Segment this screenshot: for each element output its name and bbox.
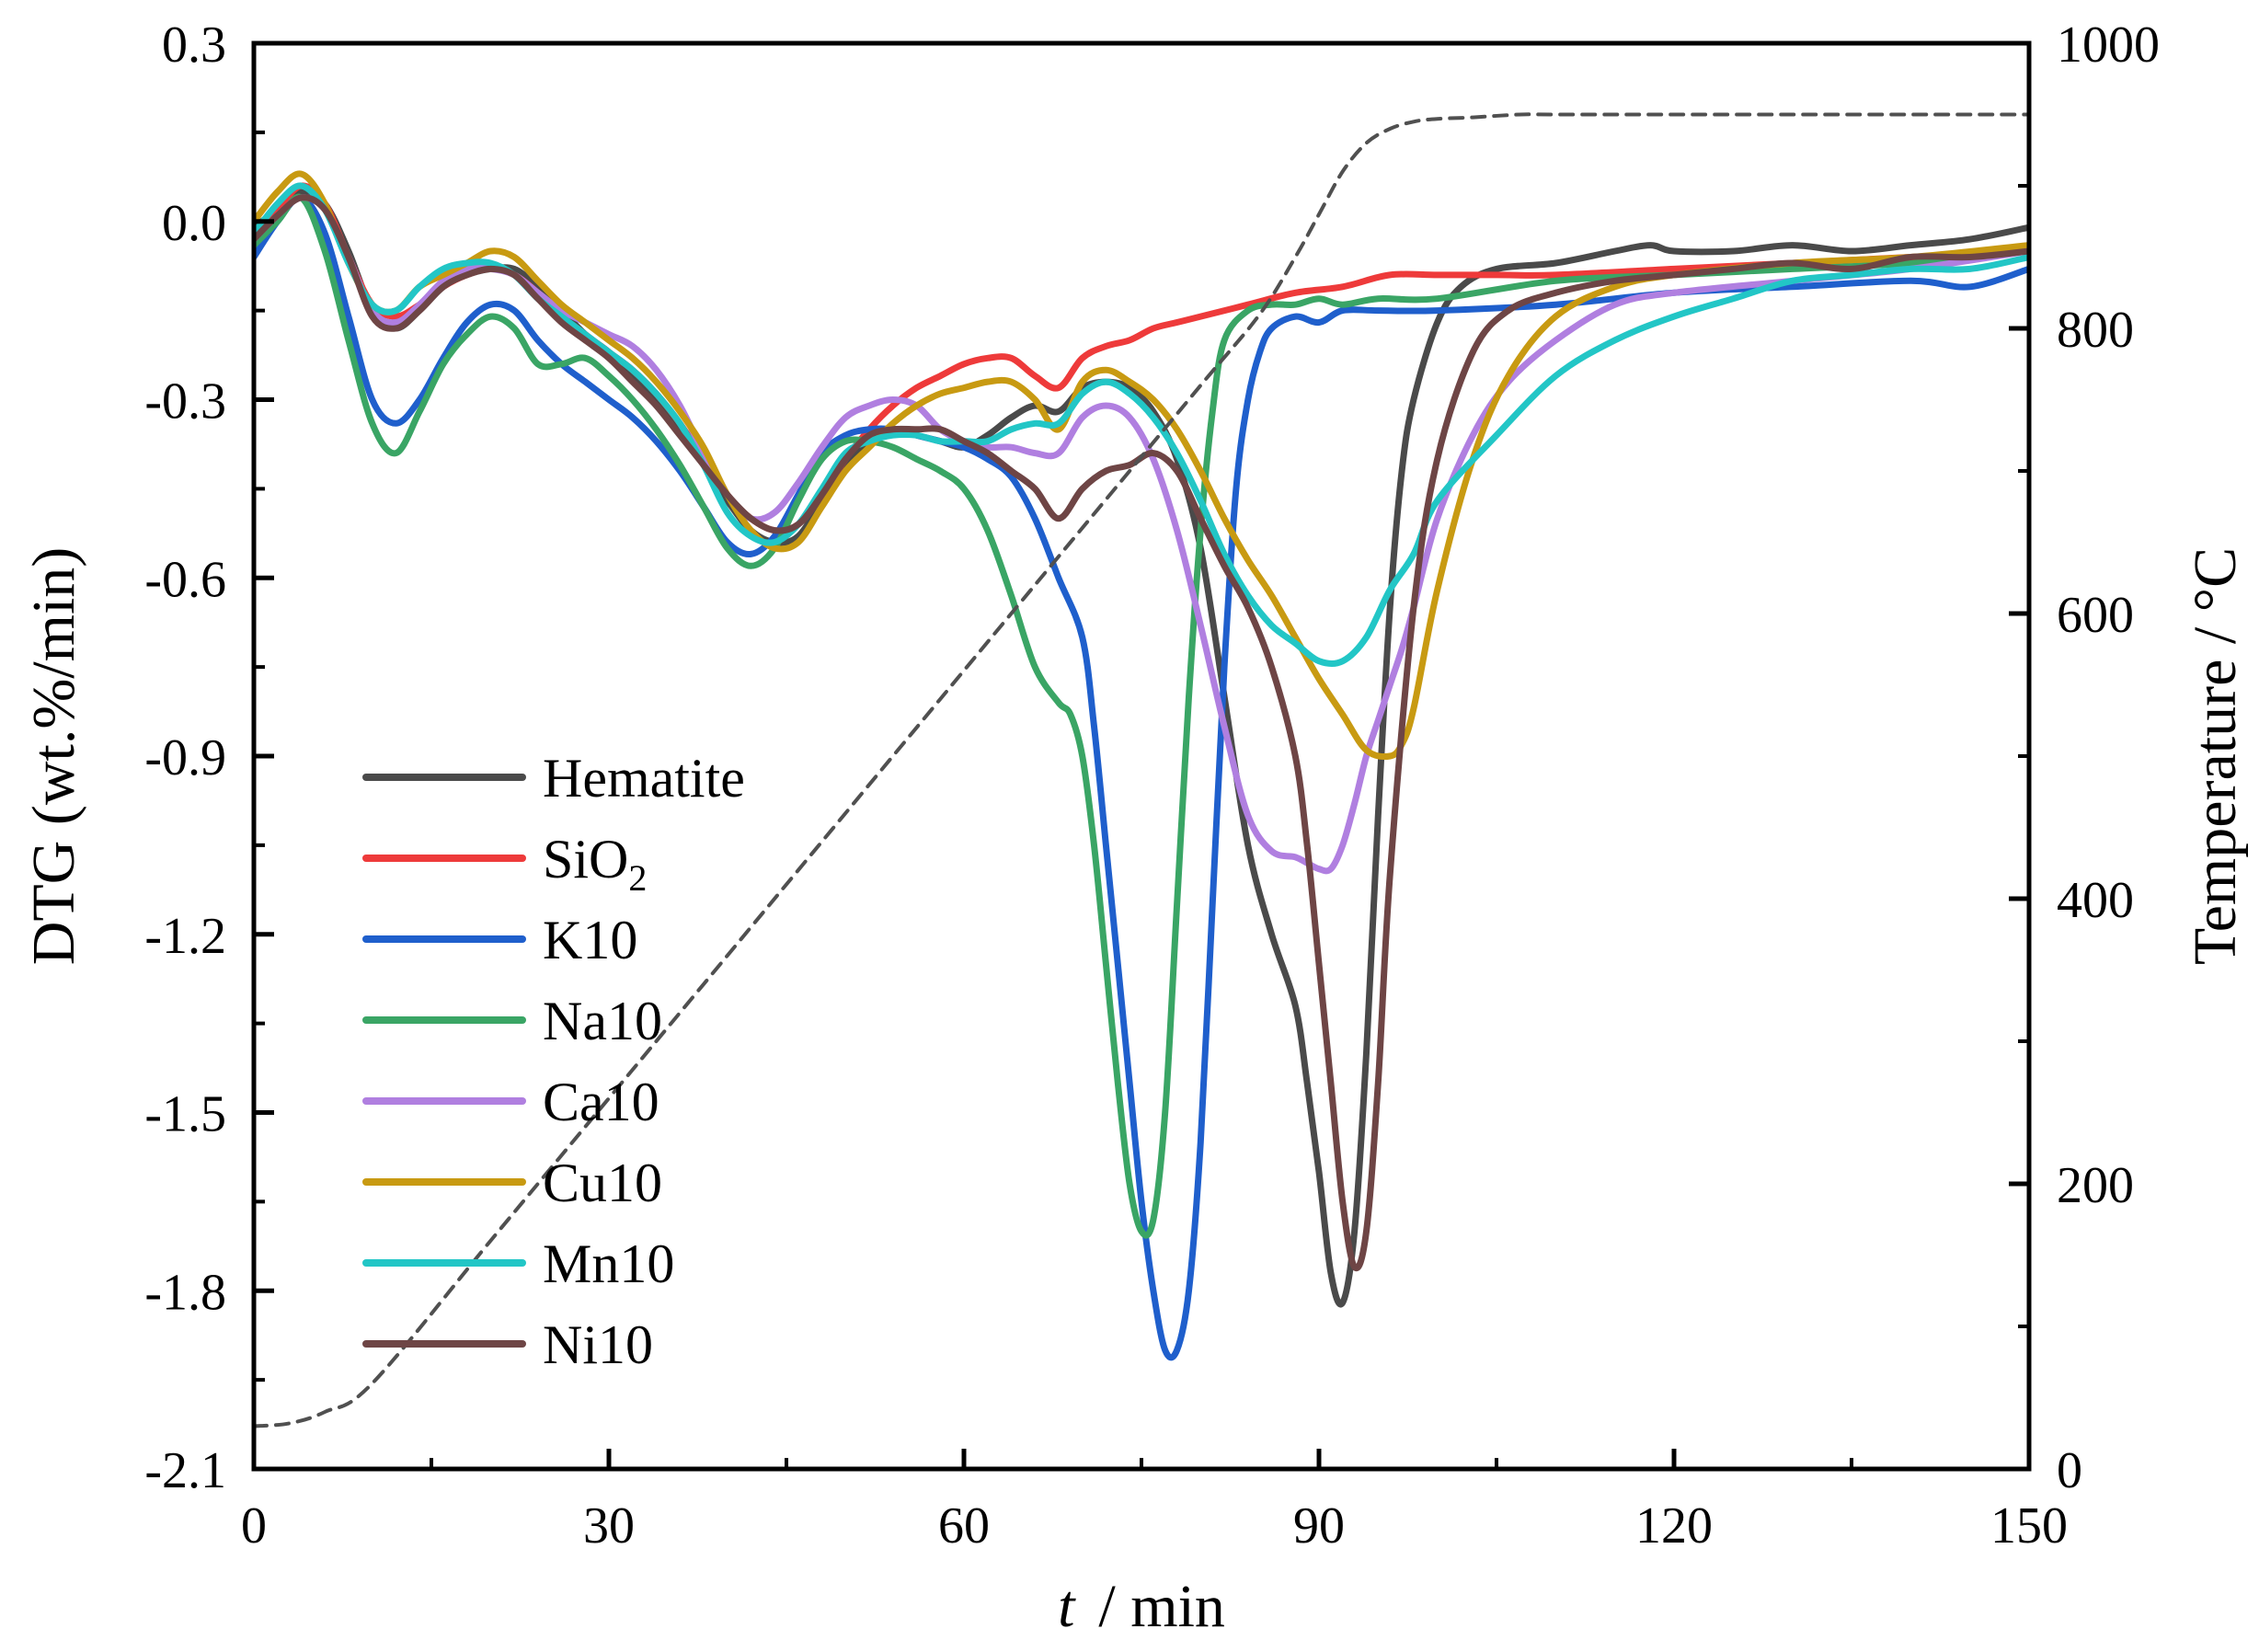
legend-label-main: Ca10 [543, 1072, 659, 1132]
series-line-temperature [254, 112, 2029, 1428]
legend-item-sio2: SiO2 [362, 829, 647, 899]
y-tick-label: -0.3 [144, 373, 226, 430]
y-tick-label: 0.3 [162, 17, 226, 74]
y-right-tick-label: 1000 [2057, 17, 2160, 74]
series-line-mn10 [254, 182, 2029, 668]
legend-item-na10: Na10 [362, 991, 662, 1051]
legend-label: SiO2 [543, 829, 647, 899]
x-tick-label: 150 [1990, 1497, 2068, 1554]
series-line-cu10 [254, 170, 2029, 761]
ticks-layer: 0 30 60 90 120 150 0.3 0.0 -0.3 -0.6 -0.9 -1.2 -1.5 -… [144, 17, 2160, 1554]
legend: Hematite SiO2 K10 Na10 Ca10 Cu10 Mn10 Ni10 [362, 748, 745, 1375]
y-right-tick-label: 200 [2057, 1157, 2134, 1214]
legend-label-main: Cu10 [543, 1153, 662, 1213]
legend-label: Ni10 [543, 1314, 653, 1375]
legend-label-main: Na10 [543, 991, 662, 1051]
legend-label-main: Ni10 [543, 1314, 653, 1375]
legend-label-main: SiO [543, 829, 628, 889]
legend-item-ca10: Ca10 [362, 1072, 659, 1132]
legend-label: K10 [543, 910, 637, 970]
series-line-k10 [254, 194, 2029, 1361]
series-line-na10 [254, 193, 2029, 1239]
legend-label-main: K10 [543, 910, 637, 970]
y-right-tick-label: 0 [2057, 1442, 2082, 1499]
series-layer [254, 112, 2029, 1428]
legend-label: Hematite [543, 748, 745, 809]
legend-label: Ca10 [543, 1072, 659, 1132]
x-tick-label: 120 [1635, 1497, 1713, 1554]
y-tick-label: -1.5 [144, 1086, 226, 1143]
x-tick-label: 30 [583, 1497, 635, 1554]
x-tick-label: 0 [241, 1497, 267, 1554]
y-tick-label: -1.2 [144, 908, 226, 965]
x-axis-label: t / min [1058, 1573, 1225, 1640]
y-tick-label: -0.6 [144, 551, 226, 608]
legend-item-mn10: Mn10 [362, 1233, 674, 1294]
y-right-tick-label: 800 [2057, 302, 2134, 359]
legend-label-subscript: 2 [628, 857, 647, 899]
legend-label: Mn10 [543, 1233, 674, 1294]
legend-label: Cu10 [543, 1153, 662, 1213]
legend-label-main: Hematite [543, 748, 745, 809]
legend-item-k10: K10 [362, 910, 637, 970]
y-axis-label: DTG (wt.%/min) [20, 547, 87, 966]
y-tick-label: -2.1 [144, 1442, 226, 1499]
y-right-tick-label: 400 [2057, 872, 2134, 929]
y-tick-label: 0.0 [162, 195, 226, 252]
y-tick-label: -1.8 [144, 1264, 226, 1321]
legend-label: Na10 [543, 991, 662, 1051]
y-right-tick-label: 600 [2057, 587, 2134, 644]
x-axis-label-rest: / min [1098, 1573, 1225, 1640]
legend-item-hematite: Hematite [362, 748, 745, 809]
legend-item-cu10: Cu10 [362, 1153, 662, 1213]
x-tick-label: 90 [1293, 1497, 1345, 1554]
legend-label-main: Mn10 [543, 1233, 674, 1294]
y-axis-right-label: Temperature / °C [2182, 547, 2249, 965]
y-tick-label: -0.9 [144, 729, 226, 786]
x-axis-label-italic: t [1058, 1573, 1076, 1640]
legend-item-ni10: Ni10 [362, 1314, 653, 1375]
series-line-ni10 [254, 194, 2029, 1272]
x-tick-label: 60 [938, 1497, 990, 1554]
